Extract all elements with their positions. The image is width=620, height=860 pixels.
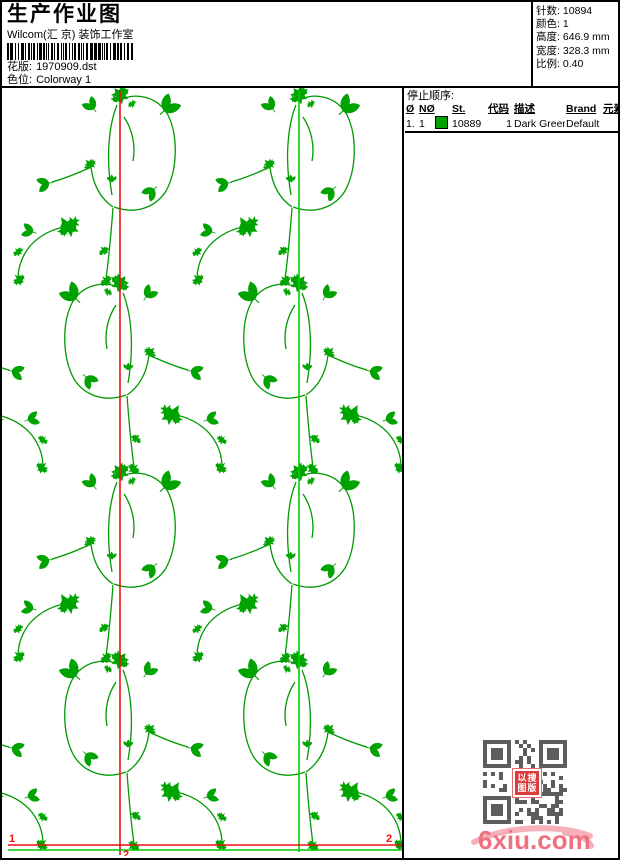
col-stop: Ø bbox=[406, 103, 415, 115]
col-stitches: St. bbox=[452, 103, 466, 115]
col-brand: Brand bbox=[566, 103, 597, 115]
embroidery-design-canvas: 1 2 2 bbox=[2, 88, 402, 856]
color-swatch bbox=[435, 116, 448, 129]
stop-sequence-panel: 停止顺序: Ø NØ St. 代码 描述 Brand 元素 bbox=[402, 88, 620, 858]
colorway-line: 色位: Colorway 1 bbox=[2, 74, 531, 87]
col-needle: NØ bbox=[419, 103, 435, 115]
header-title-block: 生产作业图 Wilcom(汇 京) 装饰工作室 花版: 1970909.dst … bbox=[2, 2, 533, 86]
guide-label-2: 2 bbox=[386, 833, 392, 845]
design-stats: 针数: 10894 颜色: 1 高度: 646.9 mm 宽度: 328.3 mm 比例… bbox=[533, 2, 618, 86]
col-code: 代码 bbox=[488, 103, 509, 115]
stat-width: 宽度: 328.3 mm bbox=[536, 44, 610, 57]
colorway-value: Colorway 1 bbox=[36, 74, 92, 86]
barcode bbox=[7, 43, 133, 60]
stat-stitches: 针数: 10894 bbox=[536, 5, 593, 17]
table-row: 1. 1 10889 1 Dark Green Default bbox=[406, 116, 600, 130]
watermark-site: 6xiu.com bbox=[478, 825, 591, 855]
stat-colors: 颜色: 1 bbox=[536, 18, 569, 31]
qr-center-logo: 以 搜 图 版 bbox=[512, 768, 542, 798]
qr-code: 以 搜 图 版 bbox=[480, 738, 570, 826]
studio-name: Wilcom(汇 京) 装饰工作室 bbox=[7, 29, 134, 41]
col-element: 元素 bbox=[603, 103, 620, 115]
stat-scale: 比例: 0.40 bbox=[536, 57, 584, 70]
stop-sequence-table: Ø NØ St. 代码 描述 Brand 元素 1. 1 bbox=[405, 103, 620, 133]
stop-sequence-title: 停止顺序: bbox=[407, 90, 455, 102]
table-header-row: Ø NØ St. 代码 描述 Brand 元素 bbox=[405, 103, 620, 116]
design-file-line: 花版: 1970909.dst bbox=[2, 61, 531, 74]
stat-height: 高度: 646.9 mm bbox=[536, 31, 610, 44]
design-area: 1 2 2 bbox=[2, 88, 402, 858]
watermark-swoosh bbox=[471, 825, 594, 849]
page-title: 生产作业图 bbox=[7, 3, 122, 26]
header: 生产作业图 Wilcom(汇 京) 装饰工作室 花版: 1970909.dst … bbox=[2, 2, 618, 88]
guide-label-1: 2 bbox=[123, 849, 129, 856]
design-file-value: 1970909.dst bbox=[36, 61, 97, 73]
watermark: 6xiu.com bbox=[470, 820, 595, 858]
col-description: 描述 bbox=[514, 103, 535, 115]
guide-label-0: 1 bbox=[9, 833, 15, 845]
col-swatch bbox=[434, 103, 451, 116]
qr-modules bbox=[483, 740, 567, 824]
design-file-label: 花版: bbox=[7, 61, 33, 73]
main-area: 1 2 2 停止顺序: Ø NØ St. 代码 描述 Brand bbox=[2, 88, 620, 858]
colorway-label: 色位: bbox=[7, 74, 33, 86]
